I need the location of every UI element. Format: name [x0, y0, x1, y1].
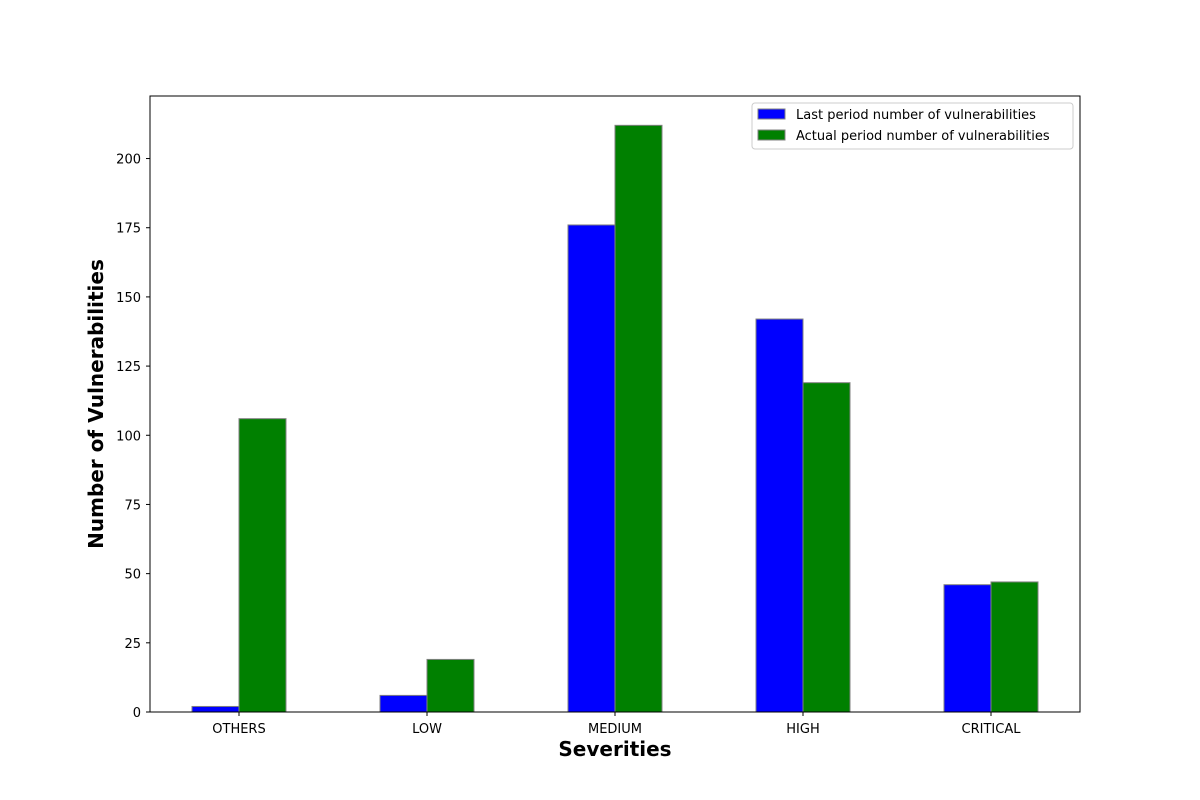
y-tick-label: 0: [133, 706, 141, 721]
bar-low-series-1: [426, 658, 475, 713]
x-axis-ticks: OTHERS LOW MEDIUM HIGH CRITICAL: [212, 712, 1021, 737]
x-axis-title: Severities: [558, 737, 671, 761]
x-tick-label: OTHERS: [212, 722, 265, 737]
y-tick-label: 50: [124, 568, 141, 583]
bar-others-series-0: [191, 705, 240, 713]
x-tick-label: CRITICAL: [962, 722, 1022, 737]
y-tick-label: 75: [124, 498, 141, 513]
legend-frame: [751, 102, 1074, 150]
y-tick-label: 200: [116, 153, 141, 168]
plot-frame: [149, 95, 1081, 713]
y-tick-label: 25: [124, 637, 141, 652]
y-tick-label: 100: [116, 429, 141, 444]
y-axis-ticks: 0 25 50 75 100 125 150 175 200: [116, 153, 150, 721]
legend-label-last-period: Last period number of vulnerabilities: [796, 108, 1036, 123]
bar-high-series-0: [755, 318, 804, 713]
bar-medium-series-1: [614, 124, 663, 713]
x-tick-label: LOW: [412, 722, 442, 737]
bar-high-series-1: [802, 382, 851, 713]
y-tick-label: 125: [116, 360, 141, 375]
legend-swatch-actual-period: [757, 129, 786, 141]
x-tick-label: HIGH: [786, 722, 819, 737]
bar-low-series-0: [379, 694, 428, 713]
x-tick-label: MEDIUM: [588, 722, 642, 737]
bar-others-series-1: [238, 418, 287, 713]
y-tick-label: 150: [116, 291, 141, 306]
legend: Last period number of vulnerabilities Ac…: [751, 102, 1074, 150]
bar-medium-series-0: [567, 224, 616, 713]
y-tick-label: 175: [116, 222, 141, 237]
legend-swatch-last-period: [757, 108, 786, 120]
bars-group: [191, 124, 1039, 713]
legend-label-actual-period: Actual period number of vulnerabilities: [796, 129, 1050, 144]
y-axis-title: Number of Vulnerabilities: [84, 259, 108, 549]
bar-critical-series-0: [943, 584, 992, 713]
bar-critical-series-1: [990, 581, 1039, 713]
